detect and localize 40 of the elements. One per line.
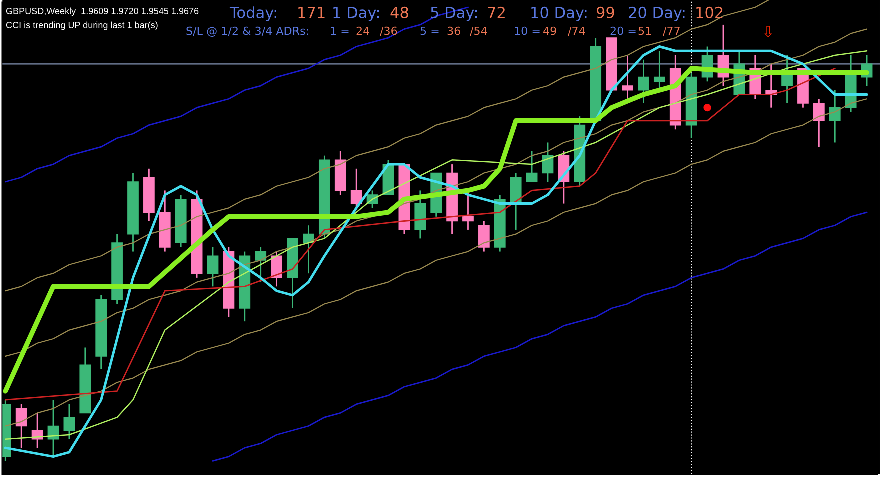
annotation: 5 = xyxy=(420,26,439,36)
candlestick xyxy=(526,150,538,183)
annotation: /54 xyxy=(470,26,488,36)
text: 10 Day: xyxy=(532,6,587,22)
text: 99 xyxy=(596,6,614,18)
candlestick xyxy=(16,404,28,449)
candlestick xyxy=(64,404,76,440)
candlestick xyxy=(638,59,650,104)
chart-title: GBPUSD,Weekly 1.9609 1.9720 1.9545 1.9676 xyxy=(6,8,199,16)
text: 171 xyxy=(298,7,325,18)
text: 5 Day: xyxy=(431,7,477,22)
text: 72 xyxy=(488,6,505,18)
candlestick xyxy=(207,246,219,288)
annotation: 20 = xyxy=(610,26,636,36)
text: 102 xyxy=(696,6,723,18)
annotation: 36 xyxy=(448,26,460,36)
candlestick xyxy=(32,412,44,449)
text: 20 Day: xyxy=(629,6,685,22)
annotation: 49 xyxy=(544,26,556,36)
annotation: /74 xyxy=(568,26,586,36)
candlestick xyxy=(622,54,634,100)
text: 48 xyxy=(390,6,408,18)
text: 1 Day: xyxy=(334,7,379,22)
candlestick xyxy=(271,251,282,288)
annotation: /36 xyxy=(380,26,398,36)
annotation: 10 = xyxy=(515,26,540,36)
annotation: 51 xyxy=(638,26,652,36)
annotation: 1 = xyxy=(331,26,349,36)
candlestick xyxy=(350,168,362,209)
candlestick xyxy=(814,98,825,148)
candlestick xyxy=(462,190,474,231)
candlestick xyxy=(478,220,490,252)
text: Today: xyxy=(230,6,276,22)
chart-subtitle: CCI is trending UP during last 1 bar(s) xyxy=(6,22,158,30)
annotation: S/L @ 1/2 & 3/4 ADRs: xyxy=(186,26,308,37)
annotation: /77 xyxy=(663,26,680,36)
candlestick xyxy=(829,90,841,144)
annotation: 24 xyxy=(356,26,370,36)
candlestick xyxy=(255,246,267,284)
annotation: ⇩ xyxy=(764,26,772,38)
